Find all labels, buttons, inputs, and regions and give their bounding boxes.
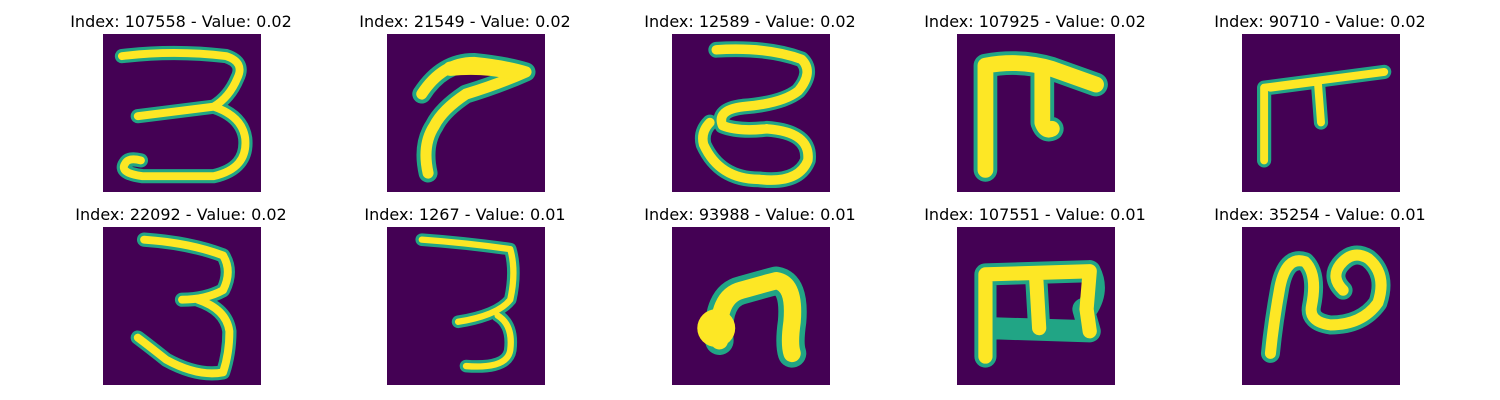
panel-title: Index: 107558 - Value: 0.02 bbox=[70, 12, 292, 31]
digit-image bbox=[103, 227, 261, 385]
panel: Index: 93988 - Value: 0.01 bbox=[610, 205, 890, 395]
panel: Index: 35254 - Value: 0.01 bbox=[1180, 205, 1460, 395]
panel-title: Index: 12589 - Value: 0.02 bbox=[644, 12, 856, 31]
panel: Index: 12589 - Value: 0.02 bbox=[610, 12, 890, 202]
panel-title: Index: 21549 - Value: 0.02 bbox=[359, 12, 571, 31]
panel-title: Index: 22092 - Value: 0.02 bbox=[75, 205, 287, 224]
panel-title: Index: 93988 - Value: 0.01 bbox=[644, 205, 856, 224]
panel-title: Index: 107925 - Value: 0.02 bbox=[924, 12, 1146, 31]
digit-image bbox=[1242, 227, 1400, 385]
panel-title: Index: 1267 - Value: 0.01 bbox=[364, 205, 566, 224]
digit-image bbox=[387, 34, 545, 192]
digit-image bbox=[1242, 34, 1400, 192]
digit-image bbox=[957, 227, 1115, 385]
panel-title: Index: 90710 - Value: 0.02 bbox=[1214, 12, 1426, 31]
digit-image bbox=[672, 227, 830, 385]
digit-image bbox=[387, 227, 545, 385]
panel: Index: 90710 - Value: 0.02 bbox=[1180, 12, 1460, 202]
panel: Index: 22092 - Value: 0.02 bbox=[41, 205, 321, 395]
digit-image bbox=[103, 34, 261, 192]
panel: Index: 107925 - Value: 0.02 bbox=[895, 12, 1175, 202]
panel-title: Index: 107551 - Value: 0.01 bbox=[924, 205, 1146, 224]
panel: Index: 107551 - Value: 0.01 bbox=[895, 205, 1175, 395]
panel: Index: 1267 - Value: 0.01 bbox=[325, 205, 605, 395]
panel: Index: 21549 - Value: 0.02 bbox=[325, 12, 605, 202]
digit-image bbox=[672, 34, 830, 192]
digit-image bbox=[957, 34, 1115, 192]
panel: Index: 107558 - Value: 0.02 bbox=[41, 12, 321, 202]
panel-title: Index: 35254 - Value: 0.01 bbox=[1214, 205, 1426, 224]
